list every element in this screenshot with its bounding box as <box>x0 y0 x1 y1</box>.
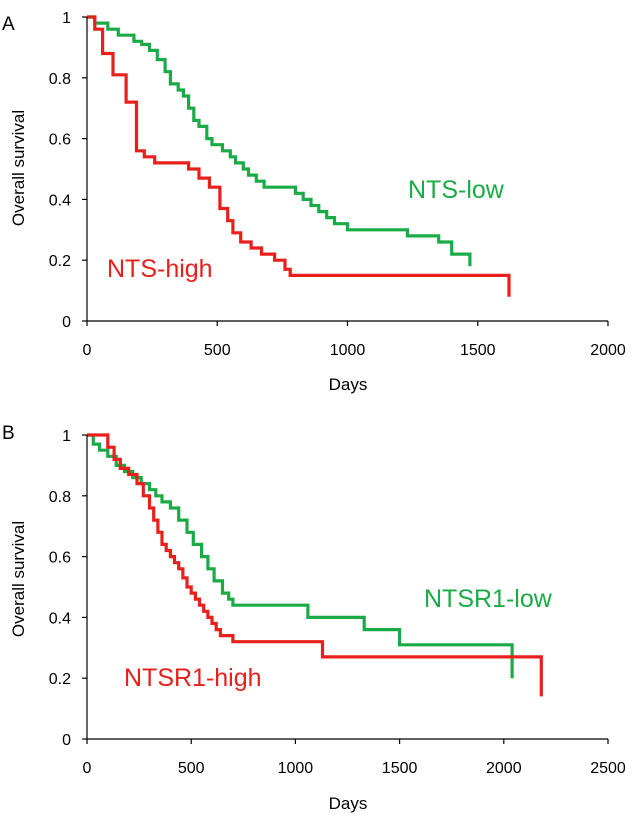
y-tick-label: 0.4 <box>49 192 71 209</box>
x-tick-label: 500 <box>204 342 231 359</box>
x-axis-title: Days <box>329 375 368 394</box>
x-axis-title: Days <box>329 794 368 813</box>
y-tick-label: 0.8 <box>49 489 71 506</box>
series-label-nts-high: NTS-high <box>107 255 213 283</box>
x-tick-label: 2500 <box>590 760 626 777</box>
y-tick-label: 0.6 <box>49 132 71 149</box>
y-tick-label: 0.2 <box>49 671 71 688</box>
y-axis-title: Overall survival <box>9 521 28 637</box>
y-tick-label: 0.8 <box>49 71 71 88</box>
panel-b-chart: B 0 0.2 0.4 0.6 0.8 1 0 500 1000 1500 2000 2500 NTS… <box>2 423 626 813</box>
x-tick-label: 0 <box>83 760 92 777</box>
y-tick-label: 1 <box>62 10 71 27</box>
series-label-nts-low: NTS-low <box>408 176 505 204</box>
series-label-ntsr1-high: NTSR1-high <box>124 664 262 692</box>
series-line-ntsr1-low <box>87 433 514 679</box>
y-tick-label: 0.6 <box>49 550 71 567</box>
x-tick-label: 2000 <box>590 342 626 359</box>
x-tick-label: 1500 <box>460 342 496 359</box>
x-tick-label: 0 <box>83 342 92 359</box>
panel-a-chart: A 0 0.2 0.4 0.6 0.8 1 0 500 1000 1500 2000 NTS-low… <box>2 10 626 394</box>
x-tick-label: 1000 <box>330 342 366 359</box>
series-line-nts-low <box>87 15 472 267</box>
series-label-ntsr1-low: NTSR1-low <box>424 585 553 613</box>
x-tick-label: 1000 <box>278 760 314 777</box>
y-tick-label: 0 <box>62 732 71 749</box>
y-tick-label: 0.2 <box>49 253 71 270</box>
x-tick-label: 2000 <box>486 760 522 777</box>
x-tick-label: 1500 <box>382 760 418 777</box>
series-line-ntsr1-high <box>87 433 543 697</box>
panel-letter: A <box>2 14 15 35</box>
y-tick-label: 1 <box>62 428 71 445</box>
y-tick-label: 0 <box>62 314 71 331</box>
panel-letter: B <box>2 423 15 444</box>
y-axis-title: Overall survival <box>9 110 28 226</box>
x-tick-label: 500 <box>178 760 205 777</box>
series-line-nts-high <box>87 15 511 297</box>
y-tick-label: 0.4 <box>49 610 71 627</box>
